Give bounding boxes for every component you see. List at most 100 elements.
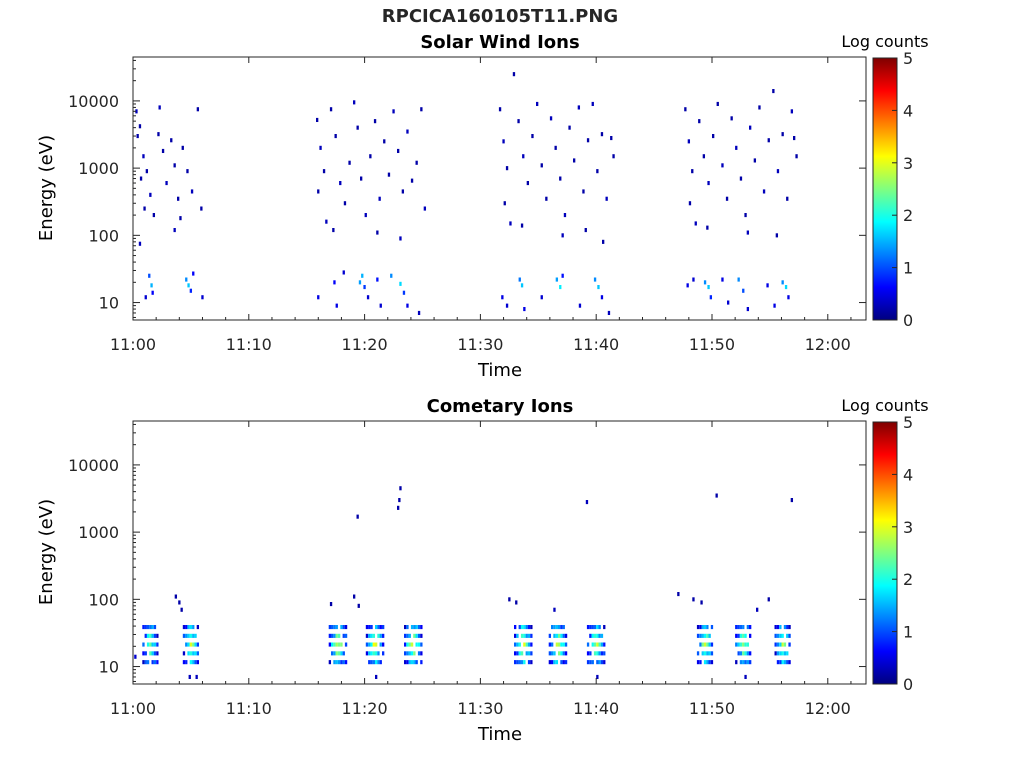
spectrogram-cell [749,633,752,638]
spectrogram-cell [525,642,528,647]
spectrogram-cell [192,271,195,276]
spectrogram-cell [179,216,182,221]
spectrogram-cell [788,625,791,630]
spectrogram-cell [716,101,719,107]
y-tick-label: 1000 [78,159,119,178]
spectrogram-cell [189,633,193,638]
spectrogram-cell [737,642,740,647]
spectrogram-cell [762,189,766,194]
spectrogram-cell [562,625,565,630]
spectrogram-cell [699,633,702,638]
spectrogram-cell [156,633,159,638]
spectrogram-cell [781,642,784,647]
spectrogram-cell [677,592,680,597]
colorbar-tick-label: 1 [903,259,913,278]
spectrogram-cell [523,642,526,647]
spectrogram-cell [515,600,518,605]
spectrogram-cell [578,303,582,308]
spectrogram-cell [779,660,782,665]
spectrogram-cell [703,651,707,656]
spectrogram-cell [194,633,197,638]
y-tick-label: 1000 [78,523,119,542]
spectrogram-cell [187,651,190,656]
spectrogram-cell [708,660,711,665]
spectrogram-cell [742,625,745,630]
spectrogram-cell [525,633,528,638]
spectrogram-cell [368,651,371,656]
spectrogram-cell [331,642,334,647]
spectrogram-cell [545,196,548,201]
spectrogram-cell [560,660,563,665]
spectrogram-cell [686,283,689,288]
spectrogram-cell [551,642,554,647]
spectrogram-cell [742,642,745,647]
spectrogram-cell [694,221,697,226]
spectrogram-cell [335,660,338,665]
spectrogram-cell [721,163,724,168]
spectrogram-cell [368,633,371,638]
spectrogram-cell [404,633,407,638]
spectrogram-cell [708,642,711,647]
spectrogram-cell [379,633,382,638]
spectrogram-cell [333,625,336,630]
spectrogram-cell [377,625,380,630]
spectrogram-cell [767,597,770,602]
spectrogram-cell [746,230,750,235]
spectrogram-cell [151,651,154,656]
spectrogram-cell [783,625,787,630]
spectrogram-cell [338,660,341,665]
spectrogram-cell [189,642,193,647]
spectrogram-cell [696,660,700,665]
spectrogram-cell [333,642,336,647]
spectrogram-cell [182,633,186,638]
spectrogram-cell [361,273,364,278]
spectrogram-cell [370,660,373,665]
spectrogram-cell [586,625,590,630]
spectrogram-cell [173,228,176,233]
spectrogram-cell [161,148,165,154]
spectrogram-cell [370,625,373,630]
spectrogram-cell [415,633,418,638]
spectrogram-cell [328,660,332,665]
spectrogram-cell [369,154,372,159]
spectrogram-cell [600,660,604,665]
spectrogram-cell [365,651,369,656]
spectrogram-cell [703,625,707,630]
spectrogram-cell [774,651,777,656]
spectrogram-cell [377,651,380,656]
spectrogram-cell [365,633,369,638]
spectrogram-cell [516,642,519,647]
colorbar: 0 1 2 3 4 5 Log counts [841,396,928,694]
spectrogram-cell [739,625,743,630]
spectrogram-cell [596,642,599,647]
plot-frame [132,56,867,321]
spectrogram-cell [417,633,421,638]
spectrogram-cell [331,625,334,630]
spectrogram-cell [185,660,188,665]
spectrogram-cell [378,196,381,201]
spectrogram-cell [410,642,414,647]
spectrogram-cell [727,300,730,305]
spectrogram-cell [151,290,154,295]
spectrogram-cell [596,674,599,680]
spectrogram-cell [144,625,147,630]
spectrogram-cell [174,594,178,599]
spectrogram-cell [749,625,752,630]
spectrogram-cell [746,651,750,656]
spectrogram-cell [710,651,714,656]
spectrogram-cell [520,651,524,656]
spectrogram-cell [586,642,590,647]
spectrogram-cell [344,625,348,630]
spectrogram-cell [749,125,752,130]
spectrogram-cell [333,651,336,656]
spectrogram-cell [696,633,700,638]
spectrogram-cell [776,642,780,647]
spectrogram-cell [316,117,319,123]
spectrogram-cell [375,651,378,656]
spectrogram-cell [189,660,193,665]
spectrogram-cell [328,633,332,638]
spectrogram-cell [517,119,520,124]
spectrogram-cell [790,498,794,503]
spectrogram-cell [368,642,371,647]
spectrogram-cell [563,213,567,218]
